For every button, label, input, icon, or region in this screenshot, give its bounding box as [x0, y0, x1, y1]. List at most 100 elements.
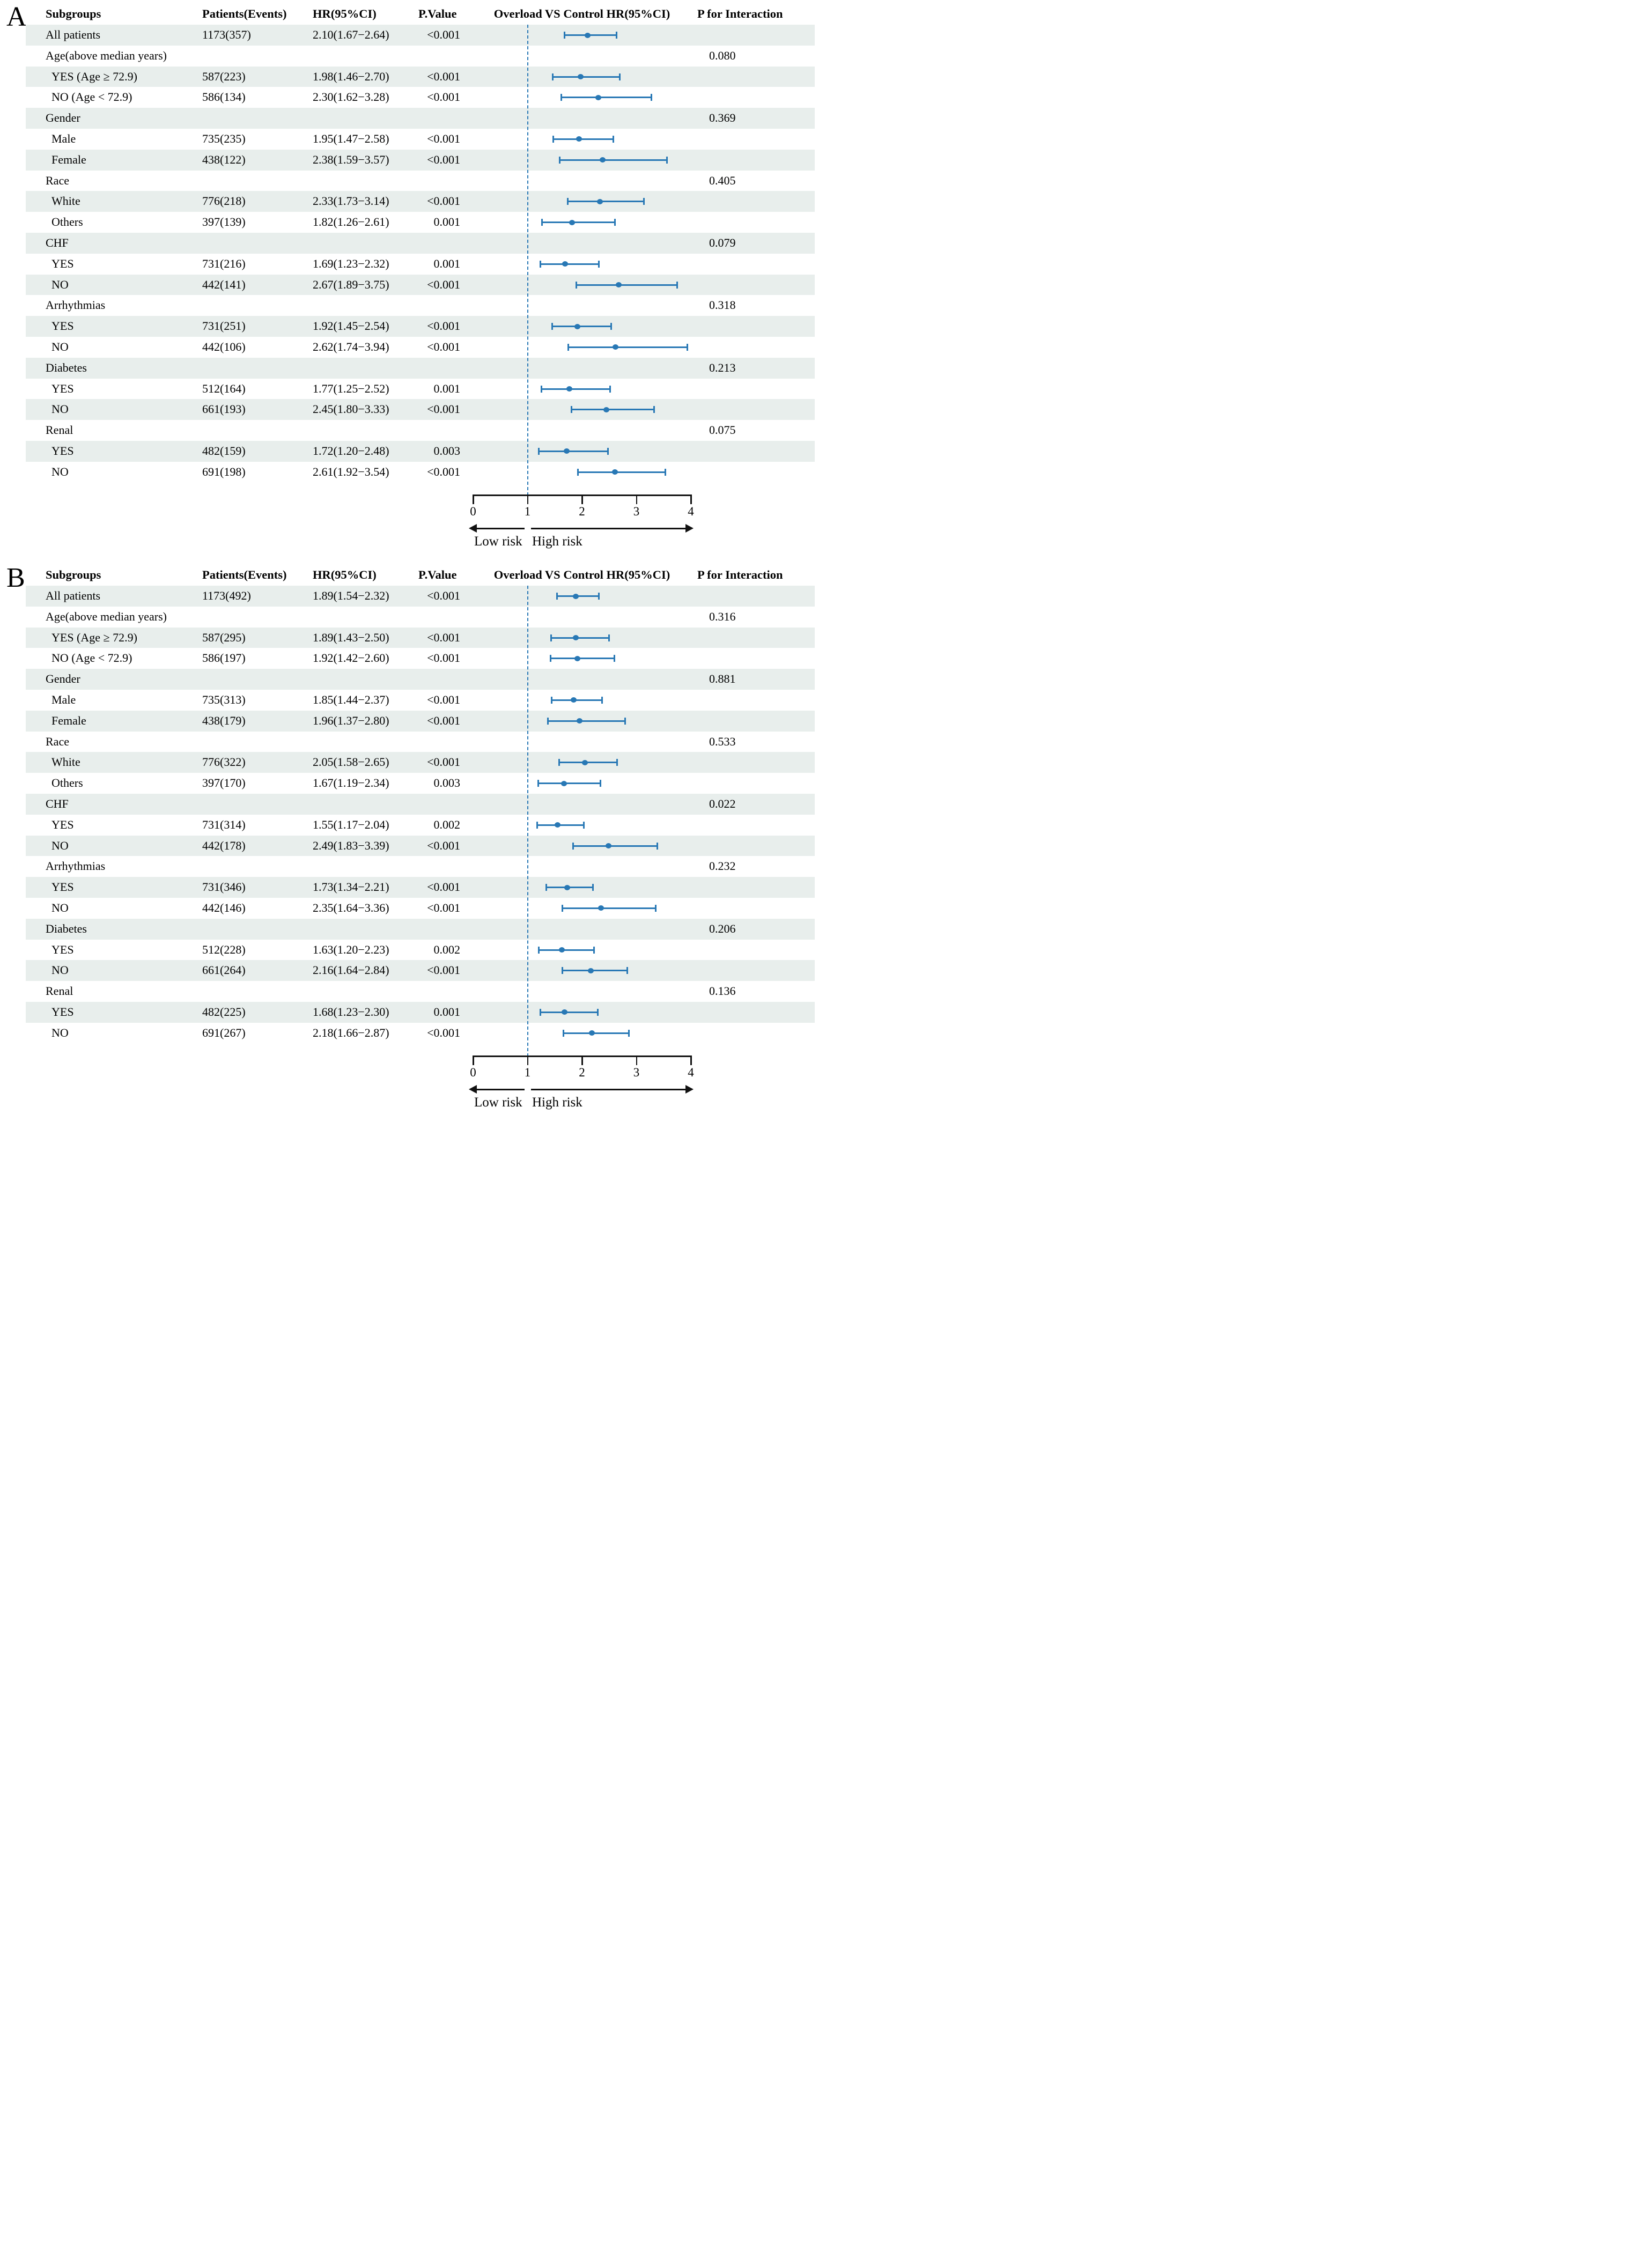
- axis-tick: [473, 494, 474, 504]
- p-value-cell: 0.001: [433, 1005, 461, 1018]
- subgroup-cell: All patients: [46, 28, 101, 41]
- patients-events-cell: 731(346): [202, 880, 246, 894]
- column-header-subgroups: Subgroups: [46, 7, 101, 20]
- hr-point-marker: [588, 1030, 595, 1036]
- ci-errorbar: [567, 201, 644, 203]
- hr-ci-cell: 2.30(1.62−3.28): [313, 90, 389, 104]
- hr-point-marker: [598, 905, 604, 911]
- hr-point-marker: [573, 593, 579, 599]
- p-value-cell: <0.001: [427, 713, 460, 727]
- ci-cap-low: [563, 1029, 565, 1037]
- subgroup-cell: YES (Age ≥ 72.9): [51, 69, 137, 83]
- ci-errorbar: [536, 824, 585, 826]
- subgroup-row: All patients 1173(357) 2.10(1.67−2.64) <0.0…: [26, 25, 815, 46]
- subgroup-cell: YES (Age ≥ 72.9): [51, 630, 137, 644]
- axis-tick-label: 0: [470, 1066, 476, 1079]
- patients-events-cell: 731(216): [202, 256, 246, 270]
- hr-point-marker: [562, 1009, 568, 1015]
- hr-point-marker: [595, 94, 601, 100]
- ci-cap-high: [665, 468, 667, 476]
- p-value-cell: 0.003: [433, 444, 461, 457]
- p-value-cell: <0.001: [427, 900, 460, 914]
- ci-cap-low: [560, 94, 563, 101]
- low-risk-label: Low risk: [474, 534, 522, 549]
- reference-line: [527, 25, 528, 496]
- ci-errorbar: [562, 970, 628, 972]
- right-arrowhead-icon: [685, 524, 694, 533]
- p-value-cell: 0.002: [433, 817, 461, 831]
- subgroup-cell: Gender: [46, 111, 80, 125]
- ci-cap-low: [567, 343, 569, 351]
- subgroup-row: NO 442(106) 2.62(1.74−3.94) <0.001: [26, 337, 815, 358]
- p-value-cell: 0.001: [433, 215, 461, 229]
- hr-ci-cell: 2.67(1.89−3.75): [313, 277, 389, 291]
- subgroup-row: YES (Age ≥ 72.9) 587(223) 1.98(1.46−2.70) <…: [26, 66, 815, 87]
- subgroup-cell: NO: [51, 1025, 69, 1039]
- hr-point-marker: [578, 74, 584, 80]
- category-row: Arrhythmias 0.318: [26, 295, 815, 316]
- ci-errorbar: [552, 76, 621, 78]
- subgroup-cell: YES: [51, 256, 74, 270]
- hr-point-marker: [571, 697, 577, 703]
- ci-errorbar: [572, 845, 658, 847]
- ci-errorbar: [559, 159, 668, 161]
- low-risk-arrow-line: [476, 1089, 525, 1090]
- subgroup-row: NO 442(141) 2.67(1.89−3.75) <0.001: [26, 274, 815, 296]
- ci-errorbar: [571, 409, 654, 411]
- patients-events-cell: 731(251): [202, 319, 246, 333]
- ci-errorbar: [564, 34, 617, 36]
- subgroup-cell: Male: [51, 692, 76, 706]
- p-interaction-cell: 0.232: [709, 859, 736, 873]
- subgroup-cell: Diabetes: [46, 921, 87, 935]
- hr-point-marker: [564, 884, 571, 890]
- ci-errorbar: [559, 762, 617, 764]
- patients-events-cell: 1173(357): [202, 28, 251, 41]
- hr-ci-cell: 1.96(1.37−2.80): [313, 713, 389, 727]
- subgroup-cell: YES: [51, 381, 74, 395]
- subgroup-cell: Renal: [46, 984, 73, 998]
- ci-cap-high: [615, 32, 617, 39]
- axis-tick-label: 1: [524, 505, 531, 518]
- axis-tick-label: 4: [688, 505, 694, 518]
- subgroup-row: YES 482(225) 1.68(1.23−2.30) 0.001: [26, 1001, 815, 1023]
- subgroup-cell: CHF: [46, 235, 69, 249]
- column-header-p-interaction: P for Interaction: [697, 568, 783, 581]
- hr-point-marker: [554, 822, 560, 828]
- p-value-cell: 0.001: [433, 381, 461, 395]
- subgroup-cell: Race: [46, 173, 69, 187]
- subgroup-row: White 776(218) 2.33(1.73−3.14) <0.001: [26, 191, 815, 212]
- p-interaction-cell: 0.881: [709, 672, 736, 686]
- subgroup-cell: NO: [51, 464, 69, 478]
- ci-cap-high: [650, 94, 652, 101]
- category-row: Diabetes 0.206: [26, 918, 815, 940]
- p-value-cell: <0.001: [427, 589, 460, 602]
- ci-cap-high: [626, 967, 629, 975]
- ci-errorbar: [553, 138, 614, 140]
- ci-errorbar: [540, 263, 600, 265]
- axis-tick: [527, 494, 528, 504]
- p-value-cell: <0.001: [427, 692, 460, 706]
- category-row: Age(above median years) 0.316: [26, 607, 815, 628]
- hr-ci-cell: 2.10(1.67−2.64): [313, 28, 389, 41]
- hr-point-marker: [613, 344, 619, 350]
- hr-ci-cell: 1.89(1.43−2.50): [313, 630, 389, 644]
- ci-cap-high: [628, 1029, 630, 1037]
- ci-cap-low: [575, 281, 577, 289]
- hr-ci-cell: 2.16(1.64−2.84): [313, 963, 389, 977]
- ci-errorbar: [538, 949, 595, 951]
- column-header-row: Subgroups Patients(Events) HR(95%CI) P.V…: [26, 564, 815, 586]
- p-interaction-cell: 0.318: [709, 298, 736, 312]
- p-value-cell: <0.001: [427, 464, 460, 478]
- high-risk-arrow-line: [531, 528, 687, 529]
- hr-point-marker: [603, 407, 610, 412]
- p-interaction-cell: 0.405: [709, 173, 736, 187]
- hr-ci-cell: 1.67(1.19−2.34): [313, 776, 389, 790]
- p-interaction-cell: 0.080: [709, 48, 736, 62]
- column-header-p-value: P.Value: [418, 7, 457, 20]
- ci-cap-low: [558, 759, 560, 766]
- p-interaction-cell: 0.136: [709, 984, 736, 998]
- patients-events-cell: 586(197): [202, 651, 246, 665]
- hr-point-marker: [558, 947, 565, 953]
- ci-cap-low: [537, 447, 540, 455]
- subgroup-cell: CHF: [46, 796, 69, 810]
